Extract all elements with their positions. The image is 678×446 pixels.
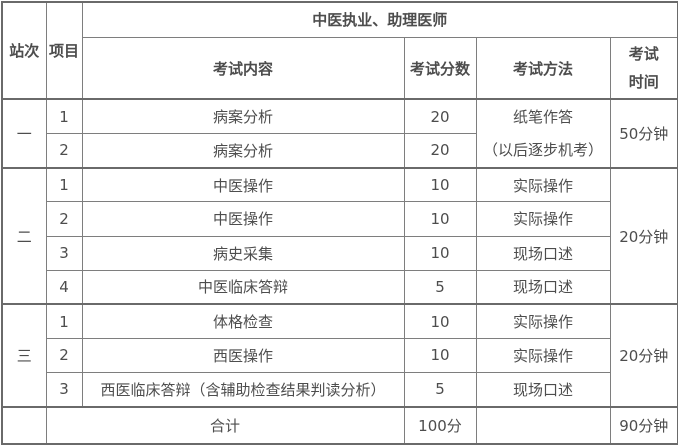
header-method: 考试方法 [475, 36, 611, 100]
exam-score: 10 [403, 303, 477, 339]
header-time: 考试 时间 [609, 36, 678, 100]
exam-method: 实际操作 [475, 166, 611, 203]
exam-score: 10 [403, 235, 477, 271]
item-number: 1 [45, 98, 83, 135]
header-time-line: 考试 [628, 45, 659, 64]
item-number: 2 [45, 201, 83, 237]
exam-content: 病史采集 [81, 235, 405, 271]
total-method-empty [475, 405, 611, 445]
header-time-line: 时间 [628, 73, 659, 92]
total-station-empty [1, 405, 47, 445]
total-row: 合计 100分 90分钟 [1, 405, 678, 445]
total-score: 100分 [403, 405, 477, 445]
exam-content: 病案分析 [81, 133, 405, 169]
item-number: 2 [45, 337, 83, 374]
total-time: 90分钟 [609, 405, 678, 445]
table-header-row-2: 考试内容 考试分数 考试方法 考试 时间 [2, 36, 678, 100]
table-row: 2 中医操作 10 实际操作 [2, 201, 678, 237]
table-row: 三 1 体格检查 10 实际操作 20分钟 [1, 303, 678, 408]
item-number: 2 [45, 133, 83, 169]
exam-time: 20分钟 [609, 303, 678, 408]
header-score: 考试分数 [403, 36, 477, 100]
exam-score: 5 [403, 372, 477, 408]
exam-time: 50分钟 [609, 98, 678, 169]
item-number: 4 [45, 269, 83, 305]
header-station: 站次 [1, 1, 47, 100]
exam-content: 体格检查 [81, 303, 405, 339]
exam-content: 病案分析 [81, 98, 405, 135]
table-row: 二 1 中医操作 10 实际操作 20分钟 [1, 166, 678, 305]
exam-method: 实际操作 [475, 337, 611, 374]
exam-score: 10 [403, 201, 477, 237]
exam-method: 现场口述 [475, 235, 611, 271]
header-content: 考试内容 [81, 36, 405, 100]
exam-method: 纸笔作答 （以后逐步机考） [475, 98, 611, 169]
exam-content: 中医临床答辩 [81, 269, 405, 305]
exam-score: 20 [403, 98, 477, 135]
exam-method: 现场口述 [475, 372, 611, 408]
exam-method: 实际操作 [475, 201, 611, 237]
item-number: 3 [45, 235, 83, 271]
table-row: 3 病史采集 10 现场口述 [2, 235, 678, 271]
header-exam-group: 中医执业、助理医师 [81, 1, 678, 38]
total-label: 合计 [45, 405, 405, 445]
table-row: 2 西医操作 10 实际操作 [2, 337, 678, 374]
exam-method: 现场口述 [475, 269, 611, 305]
exam-score: 5 [403, 269, 477, 305]
exam-content: 中医操作 [81, 201, 405, 237]
item-number: 3 [45, 372, 83, 408]
exam-score: 10 [403, 166, 477, 203]
exam-score: 20 [403, 133, 477, 169]
item-number: 1 [45, 303, 83, 339]
exam-time: 20分钟 [609, 166, 678, 305]
station-label: 三 [1, 303, 47, 408]
station-label: 二 [1, 166, 47, 305]
item-number: 1 [45, 166, 83, 203]
exam-method-line: （以后逐步机考） [482, 140, 603, 159]
exam-score: 10 [403, 337, 477, 374]
exam-content: 西医临床答辩（含辅助检查结果判读分析） [81, 372, 405, 408]
table-row: 一 1 病案分析 20 纸笔作答 （以后逐步机考） 50分钟 [1, 98, 678, 169]
table-header-row-1: 站次 项目 中医执业、助理医师 [1, 1, 678, 100]
exam-method-line: 纸笔作答 [512, 107, 573, 126]
exam-content: 西医操作 [81, 337, 405, 374]
exam-method: 实际操作 [475, 303, 611, 339]
station-label: 一 [1, 98, 47, 169]
table-row: 4 中医临床答辩 5 现场口述 [2, 269, 678, 305]
table-row: 3 西医临床答辩（含辅助检查结果判读分析） 5 现场口述 [2, 372, 678, 408]
exam-content: 中医操作 [81, 166, 405, 203]
header-item: 项目 [45, 1, 83, 100]
